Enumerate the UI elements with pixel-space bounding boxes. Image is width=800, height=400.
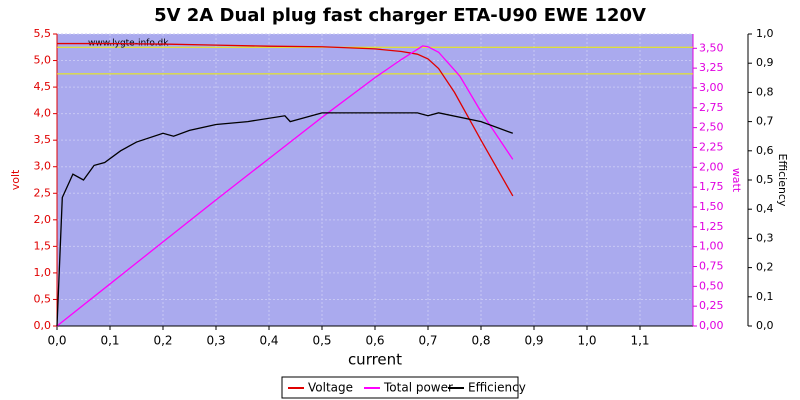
y2-tick-label: 2,25 (699, 140, 724, 153)
x-tick-label: 0,1 (100, 334, 119, 348)
series-line (56, 45, 514, 327)
y-axis-label: volt (9, 169, 22, 190)
y3-tick-label: 0,9 (756, 56, 774, 69)
y-tick-label: 1,0 (34, 266, 52, 279)
x-tick-label: 0,8 (471, 334, 490, 348)
y2-tick-label: 0,00 (699, 319, 724, 332)
y2-tick-label: 2,00 (699, 160, 724, 173)
y2-tick-label: 2,50 (699, 121, 724, 134)
series-line (56, 112, 514, 327)
y2-axis-label: watt (730, 168, 743, 193)
chart-title: 5V 2A Dual plug fast charger ETA-U90 EWE… (154, 5, 646, 26)
y-tick-label: 2,0 (34, 213, 52, 226)
legend-label: Efficiency (468, 381, 526, 395)
x-tick-label: 0,5 (312, 334, 331, 348)
y2-tick-label: 1,25 (699, 220, 724, 233)
y3-tick-label: 0,6 (756, 144, 774, 157)
y-tick-label: 3,5 (34, 133, 52, 146)
x-tick-label: 0,7 (418, 334, 437, 348)
y3-tick-label: 0,4 (756, 202, 774, 215)
legend-label: Total power (383, 381, 453, 395)
x-tick-label: 0,9 (524, 334, 543, 348)
y3-tick-label: 0,8 (756, 85, 774, 98)
y-tick-label: 2,5 (34, 186, 52, 199)
x-axis-label: current (348, 351, 402, 369)
y2-tick-label: 1,50 (699, 200, 724, 213)
y2-tick-label: 1,00 (699, 240, 724, 253)
y-tick-label: 0,5 (34, 292, 52, 305)
y2-tick-label: 0,75 (699, 259, 724, 272)
y-tick-label: 5,5 (34, 27, 52, 40)
x-tick-label: 0,3 (206, 334, 225, 348)
y-tick-label: 1,5 (34, 239, 52, 252)
x-tick-label: 1,0 (577, 334, 596, 348)
x-tick-label: 0,6 (365, 334, 384, 348)
y-tick-label: 3,0 (34, 160, 52, 173)
x-tick-label: 0,4 (259, 334, 278, 348)
y3-tick-label: 0,2 (756, 261, 774, 274)
legend-label: Voltage (308, 381, 353, 395)
y2-tick-label: 3,00 (699, 81, 724, 94)
x-tick-label: 0,2 (153, 334, 172, 348)
y2-tick-label: 3,50 (699, 41, 724, 54)
y3-tick-label: 0,7 (756, 115, 774, 128)
legend-box (281, 376, 519, 399)
x-tick-label: 1,1 (630, 334, 649, 348)
y3-tick-label: 1,0 (756, 27, 774, 40)
y-tick-label: 0,0 (34, 319, 52, 332)
y2-tick-label: 2,75 (699, 101, 724, 114)
y3-tick-label: 0,5 (756, 173, 774, 186)
y2-tick-label: 3,25 (699, 61, 724, 74)
y-tick-label: 4,5 (34, 80, 52, 93)
y2-tick-label: 1,75 (699, 180, 724, 193)
y2-tick-label: 0,50 (699, 279, 724, 292)
y3-tick-label: 0,0 (756, 319, 774, 332)
y-tick-label: 5,0 (34, 54, 52, 67)
y3-tick-label: 0,3 (756, 231, 774, 244)
y2-tick-label: 0,25 (699, 299, 724, 312)
y-tick-label: 4,0 (34, 107, 52, 120)
y3-axis-label: Efficiency (776, 154, 789, 207)
series-line (57, 42, 514, 197)
y3-tick-label: 0,1 (756, 290, 774, 303)
x-tick-label: 0,0 (47, 334, 66, 348)
